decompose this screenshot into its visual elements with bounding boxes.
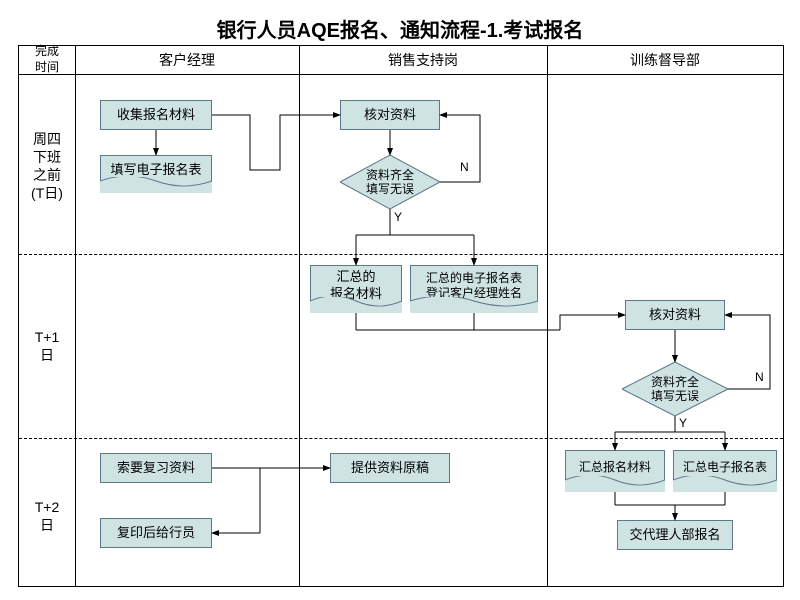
branch-no-2: N xyxy=(755,370,764,384)
node-summary-materials: 汇总的 报名材料 xyxy=(310,265,402,313)
node-verify-2: 核对资料 xyxy=(625,300,725,330)
node-summary-eform-2: 汇总电子报名表 xyxy=(673,450,777,492)
decision-1: 资料齐全 填写无误 xyxy=(340,155,440,209)
node-verify-1: 核对资料 xyxy=(340,100,440,130)
node-assign-agent: 交代理人部报名 xyxy=(617,520,733,550)
header-col2: 销售支持岗 xyxy=(299,46,547,74)
header-time: 完成 时间 xyxy=(19,46,75,74)
branch-yes-2: Y xyxy=(679,416,687,430)
decision-1-label: 资料齐全 填写无误 xyxy=(340,155,440,209)
node-fill-form: 填写电子报名表 xyxy=(100,155,212,193)
time-r1: 周四 下班 之前 (T日) xyxy=(19,106,75,226)
node-summary-materials-2: 汇总报名材料 xyxy=(565,450,665,492)
node-request-review: 索要复习资料 xyxy=(100,453,212,483)
header-col3: 训练督导部 xyxy=(547,46,783,74)
node-collect-materials: 收集报名材料 xyxy=(100,100,212,130)
header-col1: 客户经理 xyxy=(75,46,299,74)
decision-2-label: 资料齐全 填写无误 xyxy=(622,362,728,416)
decision-2: 资料齐全 填写无误 xyxy=(622,362,728,416)
branch-yes-1: Y xyxy=(394,210,402,224)
page-title: 银行人员AQE报名、通知流程-1.考试报名 xyxy=(0,14,800,43)
node-summary-eform: 汇总的电子报名表 登记客户经理姓名 xyxy=(410,265,538,313)
node-provide-original: 提供资料原稿 xyxy=(330,453,450,483)
branch-no-1: N xyxy=(460,160,469,174)
time-r2: T+1 日 xyxy=(19,306,75,386)
node-copy-distribute: 复印后给行员 xyxy=(100,518,212,548)
time-r3: T+2 日 xyxy=(19,476,75,556)
